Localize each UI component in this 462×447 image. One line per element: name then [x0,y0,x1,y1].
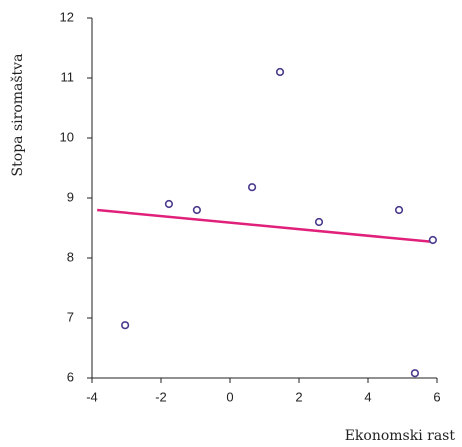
y-tick-label: 7 [67,309,74,324]
x-axis-label: Ekonomski rast [345,428,456,444]
y-tick-label: 10 [60,129,74,144]
y-tick-label: 12 [60,9,74,24]
y-tick-label: 11 [61,69,75,84]
x-tick-label: 0 [226,389,233,404]
x-tick-label: -4 [86,389,98,404]
point [164,199,174,209]
y-axis-label: Stopa siromaštva [9,54,26,177]
point [275,67,285,77]
y-tick-label: 6 [67,369,74,384]
point [121,321,130,330]
point [428,235,437,245]
point [314,217,324,227]
point [192,205,201,215]
point [410,369,420,378]
x-tick-label: 6 [433,389,440,404]
y-tick-label: 9 [67,189,74,204]
x-tick-label: 4 [364,389,371,404]
x-tick-label: -2 [155,389,167,404]
trend-line [97,208,432,244]
point [394,205,404,215]
y-tick-label: 8 [67,249,74,264]
x-tick-label: 2 [295,389,302,404]
point [247,183,257,192]
